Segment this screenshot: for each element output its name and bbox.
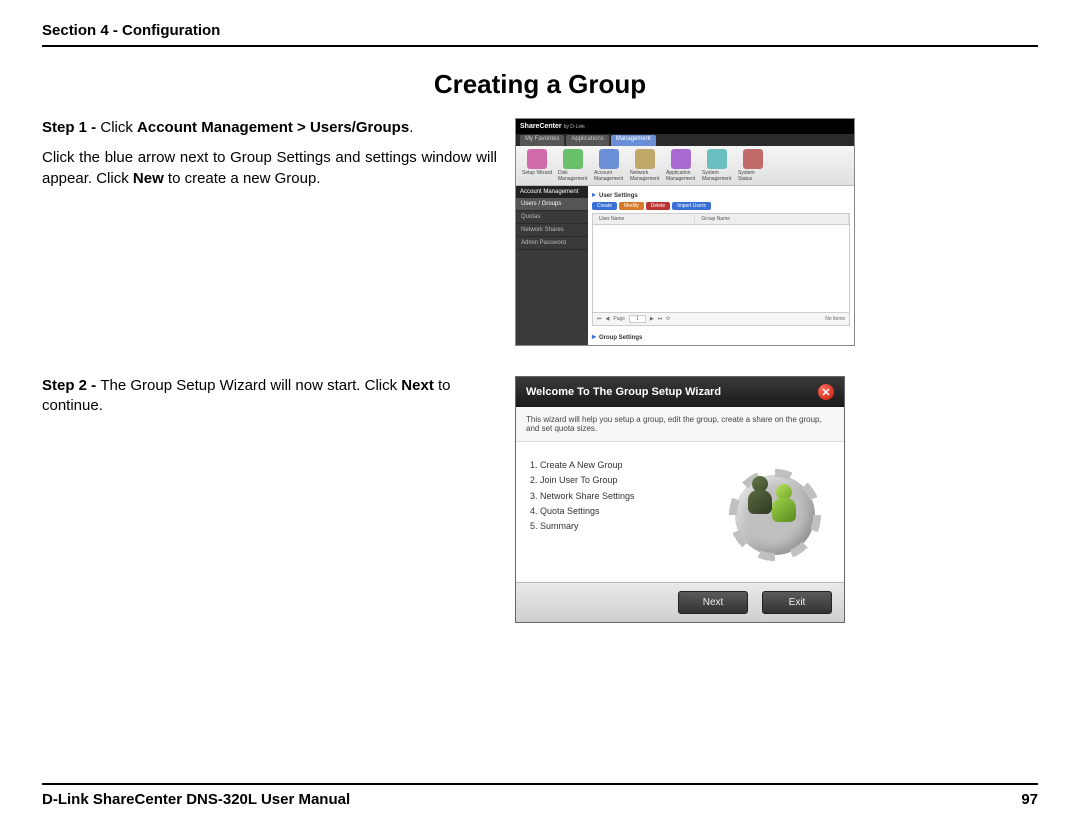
ss1-tab-applications[interactable]: Applications (566, 135, 608, 146)
ss1-sidebar: Account Management Users / Groups Quotas… (516, 186, 588, 345)
ss1-toolbar: Setup WizardDisk ManagementAccount Manag… (516, 146, 854, 186)
footer-page: 97 (1021, 791, 1038, 808)
wizard-step: 4. Quota Settings (530, 504, 720, 519)
ss1-pager: ⏮ ◀ Page 1 ▶ ⏭ ⟳ No items (592, 313, 850, 326)
pager-prev-icon[interactable]: ◀ (606, 316, 610, 322)
pager-items: No items (825, 316, 845, 322)
wizard-desc: This wizard will help you setup a group,… (516, 407, 844, 442)
sharecenter-screenshot: ShareCenter by D-Link My Favorites Appli… (515, 118, 855, 346)
step2-text: Step 2 - The Group Setup Wizard will now… (42, 376, 497, 623)
step2-row: Step 2 - The Group Setup Wizard will now… (42, 376, 1038, 623)
ss1-grid: User Name Group Name (592, 213, 850, 313)
ss1-tool-5[interactable]: System Management (702, 149, 732, 182)
step1-body-b: to create a new Group. (164, 170, 321, 187)
ss1-tabs: My Favorites Applications Management (516, 134, 854, 146)
step1-breadcrumb: Account Management > Users/Groups (137, 119, 409, 136)
ss1-col-groupname: Group Name (695, 214, 849, 224)
ss1-sidehead: Account Management (516, 186, 588, 198)
step1-body-bold: New (133, 170, 164, 187)
ss1-btn-create[interactable]: Create (592, 202, 617, 210)
ss1-tool-0[interactable]: Setup Wizard (522, 149, 552, 182)
wizard-step: 3. Network Share Settings (530, 489, 720, 504)
wizard-title: Welcome To The Group Setup Wizard (526, 386, 721, 398)
user-icon (772, 484, 796, 522)
user-icon (748, 476, 772, 514)
ss1-groupsettings: Group Settings (599, 335, 642, 341)
step1-label: Step 1 - (42, 119, 100, 136)
step2-image-col: Welcome To The Group Setup Wizard ✕ This… (515, 376, 1038, 623)
wizard-step: 1. Create A New Group (530, 458, 720, 473)
step1-text: Step 1 - Click Account Management > User… (42, 118, 497, 346)
ss1-tool-6[interactable]: System Status (738, 149, 768, 182)
pager-page-input[interactable]: 1 (629, 315, 646, 323)
step1-period: . (409, 119, 413, 136)
ss1-side-quotas[interactable]: Quotas (516, 211, 588, 224)
exit-button[interactable]: Exit (762, 591, 832, 614)
pager-page-label: Page (613, 316, 625, 322)
wizard-screenshot: Welcome To The Group Setup Wizard ✕ This… (515, 376, 845, 623)
ss1-brand-sub: by D-Link (564, 124, 585, 130)
step2-label: Step 2 - (42, 377, 100, 394)
step1-image-col: ShareCenter by D-Link My Favorites Appli… (515, 118, 1038, 346)
footer-manual: D-Link ShareCenter DNS-320L User Manual (42, 791, 350, 808)
pager-next-icon[interactable]: ▶ (650, 316, 654, 322)
ss1-side-users[interactable]: Users / Groups (516, 198, 588, 211)
page-title: Creating a Group (42, 69, 1038, 100)
ss1-side-shares[interactable]: Network Shares (516, 224, 588, 237)
ss1-usersettings: User Settings (599, 193, 638, 199)
ss1-btn-import[interactable]: Import Users (672, 202, 711, 210)
step1-row: Step 1 - Click Account Management > User… (42, 118, 1038, 346)
wizard-graphic (720, 458, 830, 572)
section-header: Section 4 - Configuration (42, 22, 1038, 47)
arrow-icon: ▸ (592, 190, 596, 199)
ss1-btn-delete[interactable]: Delete (646, 202, 670, 210)
ss1-tool-4[interactable]: Application Management (666, 149, 696, 182)
ss1-tool-3[interactable]: Network Management (630, 149, 660, 182)
wizard-footer: Next Exit (516, 582, 844, 622)
wizard-step: 5. Summary (530, 519, 720, 534)
wizard-step: 2. Join User To Group (530, 473, 720, 488)
pager-first-icon[interactable]: ⏮ (597, 316, 602, 322)
ss1-side-admin[interactable]: Admin Password (516, 237, 588, 250)
wizard-header: Welcome To The Group Setup Wizard ✕ (516, 377, 844, 407)
arrow-icon[interactable]: ▸ (592, 332, 596, 341)
pager-refresh-icon[interactable]: ⟳ (666, 316, 670, 322)
ss1-brandbar: ShareCenter by D-Link (516, 119, 854, 134)
wizard-body: 1. Create A New Group2. Join User To Gro… (516, 442, 844, 582)
ss1-tab-management[interactable]: Management (611, 135, 656, 146)
step2-body-a: The Group Setup Wizard will now start. C… (100, 377, 401, 394)
ss1-tab-favorites[interactable]: My Favorites (520, 135, 564, 146)
step1-action-prefix: Click (100, 119, 137, 136)
pager-last-icon[interactable]: ⏭ (658, 316, 663, 322)
ss1-brand: ShareCenter (520, 123, 562, 130)
close-icon[interactable]: ✕ (818, 384, 834, 400)
ss1-btn-modify[interactable]: Modify (619, 202, 644, 210)
wizard-steps: 1. Create A New Group2. Join User To Gro… (530, 458, 720, 572)
next-button[interactable]: Next (678, 591, 748, 614)
ss1-main: ▸User Settings Create Modify Delete Impo… (588, 186, 854, 345)
page-footer: D-Link ShareCenter DNS-320L User Manual … (42, 783, 1038, 808)
ss1-col-username: User Name (593, 214, 695, 224)
ss1-tool-2[interactable]: Account Management (594, 149, 624, 182)
ss1-btnrow: Create Modify Delete Import Users (592, 202, 850, 210)
step2-body-bold: Next (401, 377, 434, 394)
ss1-tool-1[interactable]: Disk Management (558, 149, 588, 182)
